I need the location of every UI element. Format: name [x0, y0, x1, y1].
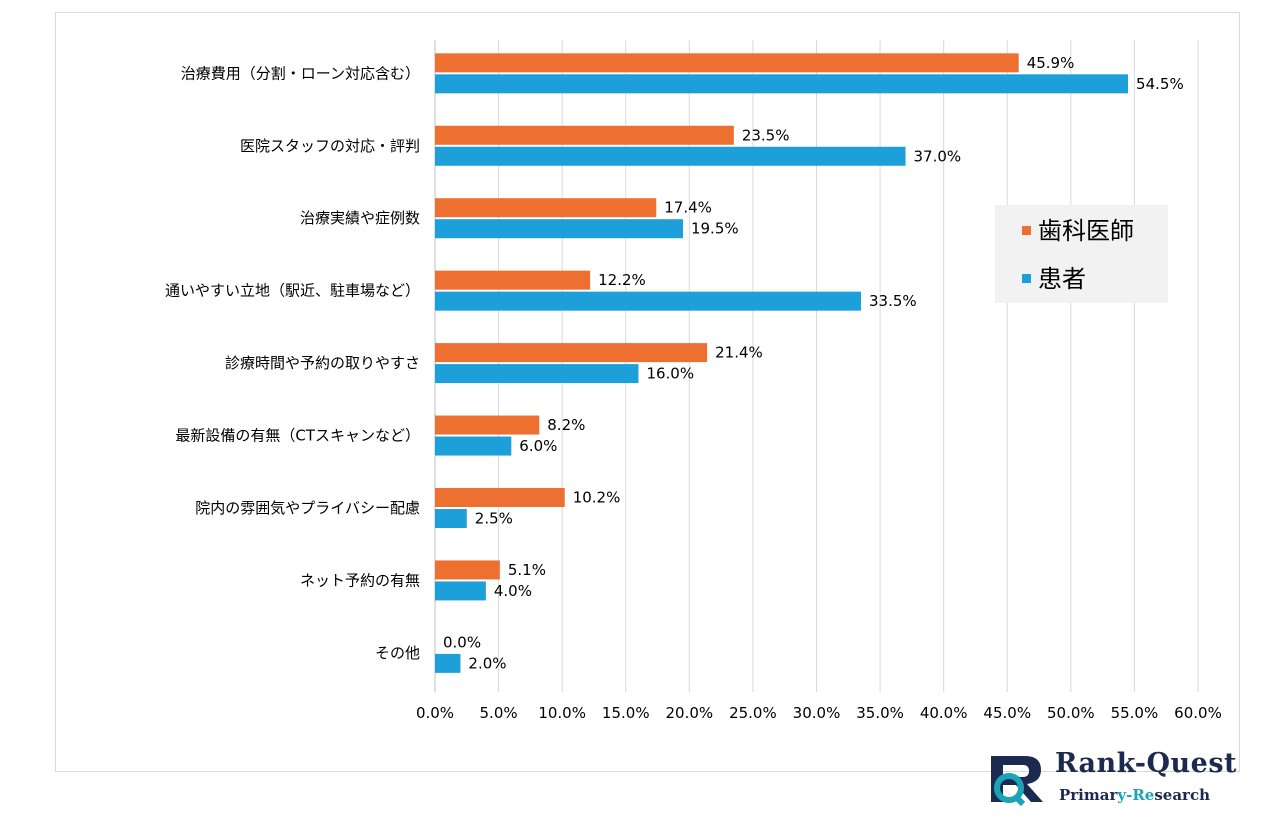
data-label: 45.9% [1027, 54, 1075, 72]
data-label: 54.5% [1136, 75, 1184, 93]
data-label: 2.5% [475, 509, 513, 527]
x-tick-label: 30.0% [793, 704, 841, 722]
x-tick-label: 50.0% [1047, 704, 1095, 722]
bar-patient [435, 291, 862, 311]
bar-patient [435, 653, 461, 673]
bar-dentist [435, 560, 500, 580]
data-label: 17.4% [664, 199, 712, 217]
data-label: 12.2% [598, 271, 646, 289]
category-label: 医院スタッフの対応・評判 [240, 137, 420, 155]
data-label: 16.0% [646, 365, 694, 383]
category-label: その他 [375, 644, 420, 662]
bar-dentist [435, 125, 734, 145]
legend-label: 歯科医師 [1038, 217, 1134, 245]
data-label: 21.4% [715, 344, 763, 362]
data-label: 10.2% [573, 488, 621, 506]
data-label: 6.0% [519, 437, 557, 455]
bar-dentist [435, 415, 540, 435]
bar-patient [435, 219, 683, 239]
category-label: 院内の雰囲気やプライバシー配慮 [195, 499, 420, 517]
bar-dentist [435, 487, 565, 507]
bar-dentist [435, 198, 657, 218]
data-label: 8.2% [547, 416, 585, 434]
category-label: ネット予約の有無 [300, 571, 420, 589]
x-tick-label: 20.0% [666, 704, 714, 722]
legend-label: 患者 [1038, 265, 1086, 293]
logo-brand: Rank-Quest [1055, 748, 1238, 779]
data-label: 37.0% [914, 147, 962, 165]
data-label: 33.5% [869, 292, 917, 310]
category-label: 診療時間や予約の取りやすさ [225, 354, 420, 372]
legend-swatch [1022, 226, 1031, 235]
rank-quest-logo: Rank-Quest Primary-Research [985, 748, 1238, 810]
x-tick-label: 15.0% [602, 704, 650, 722]
bar-dentist [435, 343, 708, 363]
bar-patient [435, 581, 486, 601]
x-tick-label: 55.0% [1111, 704, 1159, 722]
data-label: 4.0% [494, 582, 532, 600]
data-label: 2.0% [468, 654, 506, 672]
x-tick-label: 25.0% [729, 704, 777, 722]
bar-patient [435, 508, 467, 528]
x-tick-label: 0.0% [416, 704, 454, 722]
category-label: 通いやすい立地（駅近、駐車場など） [165, 282, 420, 300]
x-tick-label: 35.0% [856, 704, 904, 722]
legend-box [995, 205, 1168, 303]
x-tick-label: 60.0% [1174, 704, 1222, 722]
x-tick-label: 40.0% [920, 704, 968, 722]
bar-patient [435, 146, 906, 166]
x-tick-label: 5.0% [480, 704, 518, 722]
x-tick-label: 45.0% [983, 704, 1031, 722]
data-label: 19.5% [691, 220, 739, 238]
rank-quest-logo-icon [991, 756, 1043, 806]
data-label: 5.1% [508, 561, 546, 579]
logo-subtitle: Primary-Research [1059, 786, 1210, 804]
bar-patient [435, 364, 639, 384]
bar-dentist [435, 270, 591, 290]
category-label: 治療費用（分割・ローン対応含む） [181, 64, 420, 82]
bar-patient [435, 74, 1129, 94]
bar-patient [435, 436, 512, 456]
data-label: 0.0% [443, 633, 481, 651]
category-label: 治療実績や症例数 [300, 209, 420, 227]
x-tick-label: 10.0% [538, 704, 586, 722]
bar-dentist [435, 53, 1019, 73]
data-label: 23.5% [742, 126, 790, 144]
category-label: 最新設備の有無（CTスキャンなど） [175, 427, 420, 445]
legend-swatch [1022, 274, 1031, 283]
